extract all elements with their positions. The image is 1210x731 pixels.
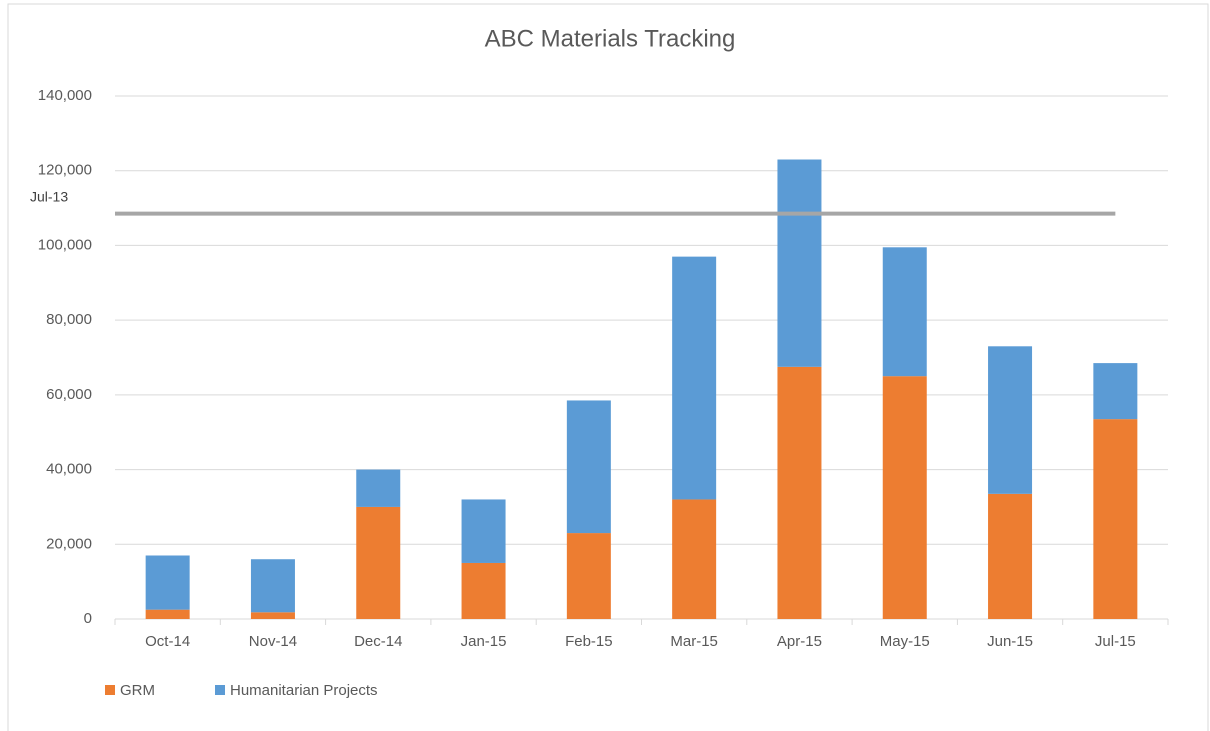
x-tick-label: Apr-15 bbox=[777, 633, 822, 650]
bar-segment bbox=[882, 247, 927, 377]
bar-segment bbox=[145, 555, 190, 610]
chart-title: ABC Materials Tracking bbox=[485, 25, 736, 52]
legend-label: GRM bbox=[120, 682, 155, 699]
x-tick-label: Jun-15 bbox=[987, 633, 1033, 650]
bar-segment bbox=[777, 366, 822, 619]
bar-segment bbox=[145, 609, 190, 619]
bar-segment bbox=[250, 559, 295, 613]
bar-segment bbox=[461, 562, 506, 619]
bar-segment bbox=[988, 493, 1033, 619]
legend-swatch bbox=[105, 685, 115, 695]
legend-swatch bbox=[215, 685, 225, 695]
bar-segment bbox=[777, 159, 822, 367]
x-tick-label: May-15 bbox=[880, 633, 930, 650]
bar-segment bbox=[356, 469, 401, 507]
bar-segment bbox=[250, 612, 295, 619]
x-tick-label: Mar-15 bbox=[670, 633, 718, 650]
y-tick-label: 60,000 bbox=[46, 386, 92, 403]
bar-segment bbox=[1093, 419, 1138, 619]
y-tick-label: 80,000 bbox=[46, 311, 92, 328]
bar-segment bbox=[1093, 363, 1138, 420]
y-tick-label: 120,000 bbox=[38, 162, 92, 179]
y-tick-label: 100,000 bbox=[38, 236, 92, 253]
bar-segment bbox=[356, 506, 401, 619]
y-tick-label: 140,000 bbox=[38, 87, 92, 104]
bar-segment bbox=[566, 533, 611, 619]
x-tick-label: Jan-15 bbox=[461, 633, 507, 650]
bar-segment bbox=[988, 346, 1033, 494]
x-tick-label: Feb-15 bbox=[565, 633, 613, 650]
bar-segment bbox=[461, 499, 506, 563]
reference-label: Jul-13 bbox=[30, 188, 68, 204]
y-tick-label: 20,000 bbox=[46, 535, 92, 552]
bar-segment bbox=[882, 376, 927, 619]
y-tick-label: 40,000 bbox=[46, 461, 92, 478]
y-tick-label: 0 bbox=[84, 610, 92, 627]
bar-segment bbox=[672, 499, 717, 619]
x-tick-label: Oct-14 bbox=[145, 633, 190, 650]
bar-segment bbox=[566, 400, 611, 534]
x-tick-label: Nov-14 bbox=[249, 633, 297, 650]
legend-label: Humanitarian Projects bbox=[230, 682, 378, 699]
x-tick-label: Dec-14 bbox=[354, 633, 402, 650]
x-tick-label: Jul-15 bbox=[1095, 633, 1136, 650]
bar-segment bbox=[672, 256, 717, 500]
